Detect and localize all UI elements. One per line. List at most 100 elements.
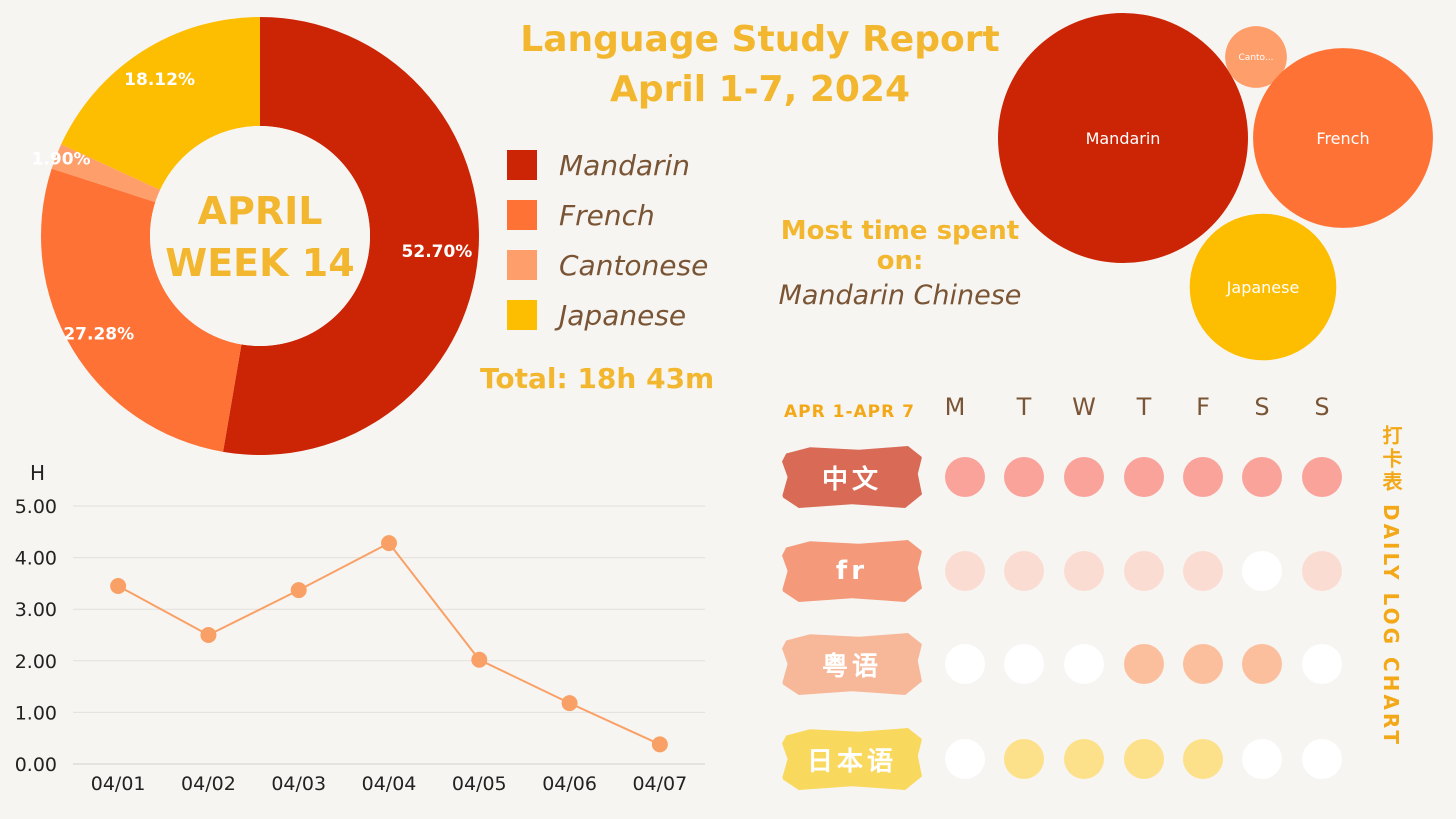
day-label: T	[1136, 393, 1152, 421]
day-label: S	[1314, 393, 1330, 421]
log-row-label: 日本语	[782, 728, 922, 790]
legend-swatch	[507, 250, 537, 280]
report-title: Language Study Report	[520, 19, 1000, 60]
bubble-label: Canto...	[1239, 53, 1274, 63]
donut-data-label: 1.90%	[32, 149, 91, 169]
log-dot-done	[1124, 551, 1164, 591]
log-dot-done	[1064, 457, 1104, 497]
log-dot-done	[1124, 739, 1164, 779]
y-tick-label: 0.00	[15, 754, 57, 776]
y-tick-label: 2.00	[15, 651, 57, 673]
donut-hole	[150, 126, 370, 346]
bubble-0	[998, 13, 1248, 263]
legend-label: Cantonese	[559, 248, 709, 282]
log-dot-done	[1183, 739, 1223, 779]
data-point	[651, 736, 668, 753]
log-dot-done	[1242, 457, 1282, 497]
data-point	[471, 651, 488, 668]
log-row-label: 中文	[782, 446, 922, 508]
y-tick-label: 5.00	[15, 496, 57, 518]
daily-log-title: 打卡表 DAILY LOG CHART	[1379, 425, 1403, 748]
day-label: T	[1016, 393, 1032, 421]
log-dot-done	[1064, 551, 1104, 591]
log-dot-empty	[1302, 739, 1342, 779]
log-date-range: APR 1-APR 7	[784, 402, 915, 422]
donut-slice-mandarin	[223, 17, 479, 455]
legend-item-mandarin: Mandarin	[507, 140, 708, 190]
legend-item-cantonese: Cantonese	[507, 240, 708, 290]
series-line	[117, 541, 661, 746]
log-dot-done	[1004, 739, 1044, 779]
log-dot-empty	[1302, 644, 1342, 684]
legend-label: Japanese	[559, 298, 687, 332]
x-tick-label: 04/07	[632, 773, 687, 795]
x-tick-label: 04/01	[91, 773, 146, 795]
log-dot-empty	[945, 739, 985, 779]
donut-slice-japanese	[61, 16, 260, 190]
report-date-range: April 1-7, 2024	[609, 69, 911, 110]
donut-center-label: APRIL WEEK 14	[150, 185, 370, 289]
donut-center-month: APRIL	[197, 189, 323, 233]
log-dot-done	[1183, 644, 1223, 684]
log-dot-empty	[945, 644, 985, 684]
x-tick-label: 04/06	[542, 773, 597, 795]
bubble-label: French	[1316, 129, 1369, 148]
x-tick-label: 04/04	[362, 773, 417, 795]
legend-swatch	[507, 200, 537, 230]
donut-slice-cantonese	[51, 144, 161, 203]
log-dot-done	[945, 457, 985, 497]
y-tick-label: 1.00	[15, 702, 57, 724]
legend-item-japanese: Japanese	[507, 290, 708, 340]
data-point	[561, 695, 578, 712]
donut-data-label: 52.70%	[402, 242, 473, 262]
log-dot-empty	[1242, 551, 1282, 591]
log-dot-done	[945, 551, 985, 591]
most-time-heading: Most time spent on:	[780, 216, 1020, 276]
most-time-value: Mandarin Chinese	[778, 280, 1022, 311]
log-dot-done	[1183, 551, 1223, 591]
legend-item-french: French	[507, 190, 708, 240]
donut-data-label: 27.28%	[63, 325, 134, 345]
log-dot-done	[1302, 551, 1342, 591]
log-dot-done	[1124, 644, 1164, 684]
bubble-chart: Mandarin Canto... French Japanese	[998, 13, 1433, 361]
bubble-1	[1225, 26, 1287, 88]
x-tick-label: 04/02	[181, 773, 236, 795]
donut-chart: 52.70% 27.28% 1.90% 18.12%	[32, 16, 479, 455]
total-time: Total: 18h 43m	[480, 362, 715, 395]
legend-label: French	[559, 198, 655, 232]
log-dot-done	[1124, 457, 1164, 497]
y-tick-label: 3.00	[15, 599, 57, 621]
bubble-label: Japanese	[1226, 278, 1300, 297]
bubble-label: Mandarin	[1086, 129, 1161, 148]
log-dot-done	[1242, 644, 1282, 684]
legend-label: Mandarin	[559, 148, 691, 182]
y-tick-label: 4.00	[15, 548, 57, 570]
donut-center-week: WEEK 14	[165, 241, 355, 285]
log-row-label: 粤语	[782, 633, 922, 695]
x-tick-label: 04/03	[271, 773, 326, 795]
log-row-label: fr	[782, 540, 922, 602]
most-time-summary: Most time spent on: Mandarin Chinese	[760, 216, 1040, 311]
bubble-2	[1253, 48, 1433, 228]
bubble-3	[1189, 213, 1337, 361]
log-dot-done	[1064, 739, 1104, 779]
day-label: M	[944, 393, 966, 421]
donut-data-label: 18.12%	[124, 70, 195, 90]
legend-swatch	[507, 150, 537, 180]
donut-slice-french	[41, 168, 242, 452]
data-point	[200, 627, 217, 643]
x-tick-label: 04/05	[452, 773, 507, 795]
data-point	[381, 535, 397, 552]
legend-swatch	[507, 300, 537, 330]
log-dot-done	[1004, 457, 1044, 497]
data-point	[110, 577, 127, 594]
day-label: S	[1254, 393, 1270, 421]
log-dot-done	[1004, 551, 1044, 591]
day-label: F	[1196, 393, 1210, 421]
line-chart: H 0.00 1.00 2.00 3.00 4.00 5.00 04/01 04/02 04/03…	[15, 461, 705, 795]
day-label: W	[1072, 393, 1096, 421]
y-axis-label: H	[30, 461, 45, 485]
log-dot-done	[1302, 457, 1342, 497]
log-dot-empty	[1004, 644, 1044, 684]
